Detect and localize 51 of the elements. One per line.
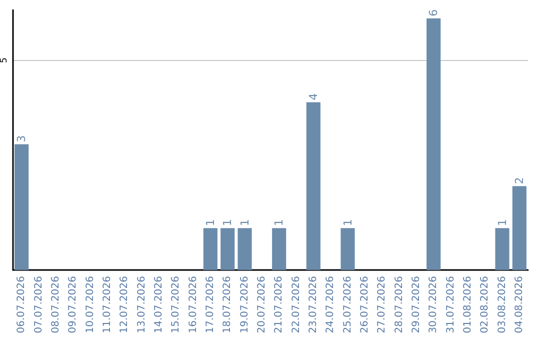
x-tick-label: 29.07.2026	[410, 276, 422, 334]
x-tick-label: 12.07.2026	[119, 276, 130, 334]
x-tick-label: 04.08.2026	[514, 276, 525, 334]
data-label: 1	[272, 219, 286, 226]
x-tick-label: 31.07.2026	[445, 276, 456, 334]
x-tick-label: 22.07.2026	[290, 276, 302, 334]
x-tick-label: 30.07.2026	[428, 276, 440, 334]
x-tick-label: 23.07.2026	[308, 276, 319, 334]
x-tick-label: 26.07.2026	[359, 276, 370, 334]
y-tick-label: 5	[0, 57, 10, 64]
bar	[220, 228, 235, 270]
x-tick-label: 11.07.2026	[102, 276, 113, 334]
data-label: 1	[238, 219, 252, 226]
x-tick-label: 28.07.2026	[394, 276, 405, 334]
x-tick-label: 19.07.2026	[239, 276, 250, 334]
data-label: 3	[15, 135, 28, 142]
bar	[14, 144, 29, 270]
data-label: 4	[306, 93, 320, 100]
data-label: 1	[204, 219, 217, 226]
x-tick-label: 02.08.2026	[480, 276, 491, 334]
x-tick-label: 01.08.2026	[462, 276, 474, 334]
x-tick-label: 09.07.2026	[68, 276, 79, 334]
bar	[203, 228, 218, 270]
x-tick-label: 06.07.2026	[16, 276, 28, 334]
bar	[306, 102, 320, 270]
x-tick-label: 25.07.2026	[342, 276, 354, 334]
data-label: 1	[496, 219, 509, 226]
bar	[238, 228, 252, 270]
x-tick-label: 10.07.2026	[84, 276, 96, 334]
data-label: 1	[341, 219, 354, 226]
bar	[272, 228, 286, 270]
x-tick-label: 13.07.2026	[136, 276, 148, 334]
data-label: 6	[427, 9, 440, 16]
x-tick-label: 27.07.2026	[376, 276, 388, 334]
x-tick-label: 24.07.2026	[325, 276, 336, 334]
data-label: 1	[221, 219, 234, 226]
x-tick-label: 08.07.2026	[50, 276, 62, 334]
x-tick-label: 17.07.2026	[204, 276, 216, 334]
bar	[426, 18, 441, 270]
x-tick-label: 14.07.2026	[153, 276, 164, 334]
bar	[340, 228, 355, 270]
bar	[495, 228, 510, 270]
x-tick-label: 03.08.2026	[496, 276, 508, 334]
x-tick-label: 16.07.2026	[188, 276, 199, 334]
x-tick-label: 15.07.2026	[170, 276, 182, 334]
x-tick-label: 07.07.2026	[33, 276, 44, 334]
x-tick-label: 20.07.2026	[256, 276, 268, 334]
bar	[512, 186, 526, 270]
x-tick-label: 21.07.2026	[274, 276, 285, 334]
data-label: 2	[512, 177, 526, 184]
x-tick-label: 18.07.2026	[222, 276, 234, 334]
